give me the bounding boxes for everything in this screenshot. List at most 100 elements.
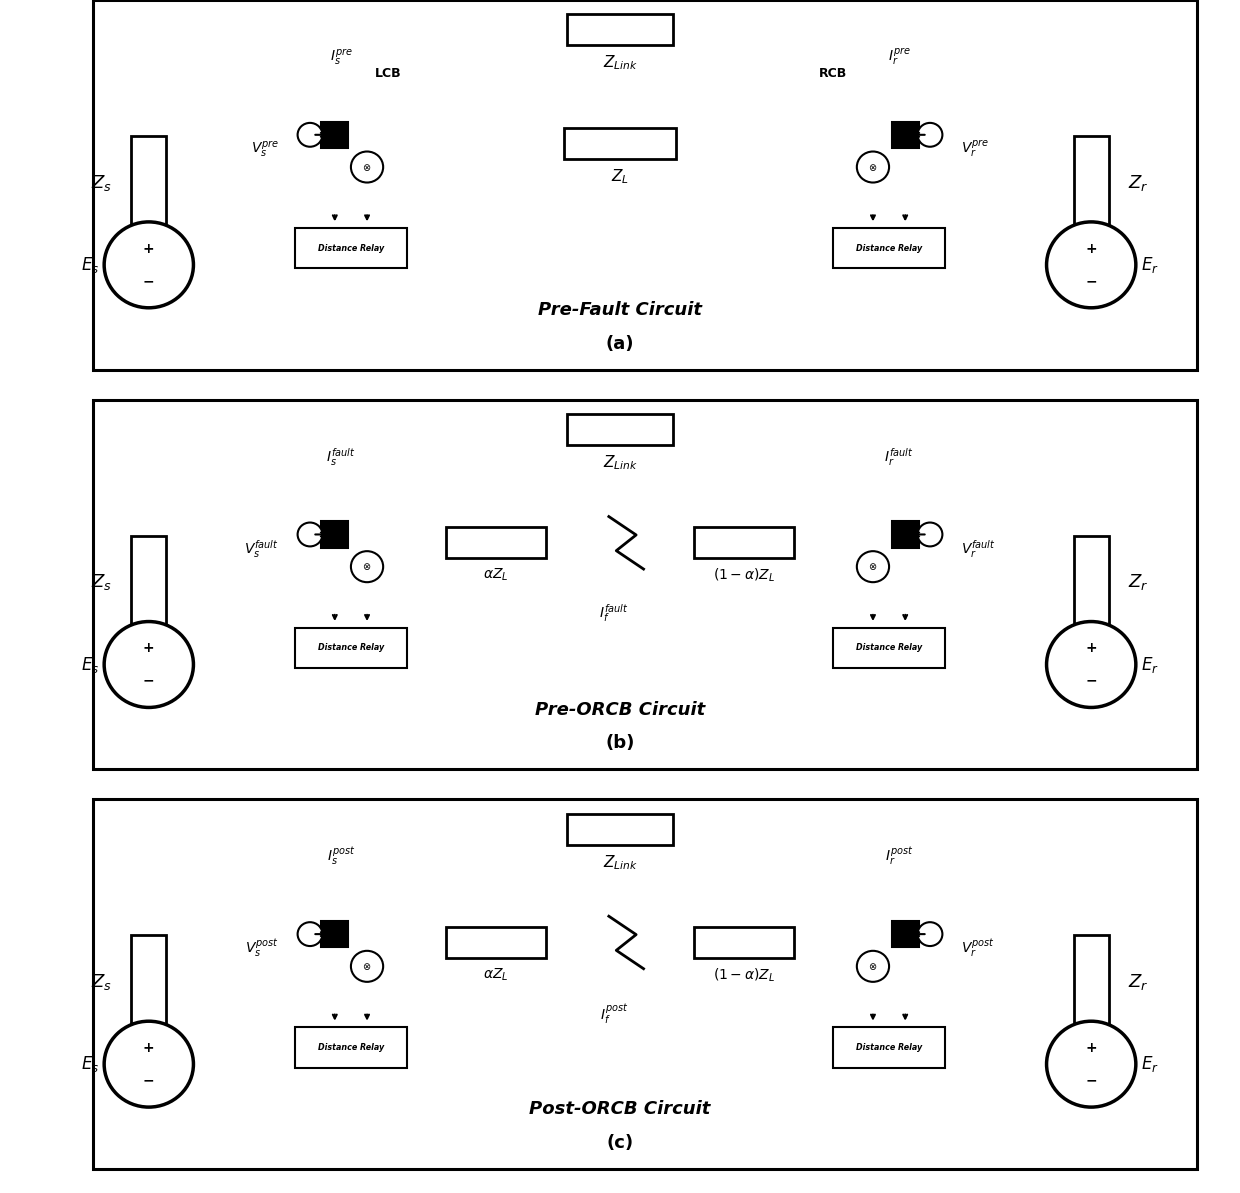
Text: Distance Relay: Distance Relay [317, 243, 384, 253]
Text: $E_r$: $E_r$ [1141, 655, 1158, 674]
Text: $\otimes$: $\otimes$ [868, 960, 878, 972]
Bar [446, 927, 546, 958]
Text: +: + [1085, 1040, 1097, 1055]
Circle shape [298, 123, 322, 147]
Text: $(1-\alpha)Z_L$: $(1-\alpha)Z_L$ [713, 966, 775, 984]
Circle shape [857, 951, 889, 982]
Text: +: + [143, 241, 155, 255]
Bar [568, 14, 672, 45]
Text: $\otimes$: $\otimes$ [362, 561, 372, 573]
Text: $E_s$: $E_s$ [81, 655, 99, 674]
Text: +: + [143, 641, 155, 655]
Bar [295, 228, 407, 268]
Text: $\alpha Z_L$: $\alpha Z_L$ [484, 567, 508, 583]
Bar [568, 814, 672, 845]
Circle shape [857, 551, 889, 582]
Text: $E_r$: $E_r$ [1141, 255, 1158, 274]
Text: $V_r^{post}$: $V_r^{post}$ [961, 938, 994, 959]
Circle shape [918, 123, 942, 147]
Text: RCB: RCB [818, 68, 847, 80]
Circle shape [918, 523, 942, 546]
Text: $Z_r$: $Z_r$ [1128, 173, 1149, 192]
Text: $\otimes$: $\otimes$ [868, 561, 878, 573]
Text: $Z_s$: $Z_s$ [91, 173, 112, 192]
Text: $\otimes$: $\otimes$ [362, 960, 372, 972]
Bar [446, 527, 546, 558]
Circle shape [857, 152, 889, 183]
Bar [131, 136, 166, 229]
Text: $Z_{Link}$: $Z_{Link}$ [603, 54, 637, 73]
Text: (a): (a) [606, 334, 634, 353]
Bar [833, 228, 945, 268]
Bar [833, 628, 945, 668]
Circle shape [1047, 222, 1136, 308]
Text: −: − [143, 274, 155, 289]
Bar [321, 921, 348, 947]
Bar [93, 0, 1197, 370]
Bar [1074, 136, 1109, 229]
Text: $V_r^{fault}$: $V_r^{fault}$ [961, 538, 996, 560]
Text: $Z_L$: $Z_L$ [611, 167, 629, 186]
Bar [892, 921, 919, 947]
Text: $\alpha Z_L$: $\alpha Z_L$ [484, 966, 508, 983]
Text: $Z_r$: $Z_r$ [1128, 972, 1149, 991]
Text: $Z_s$: $Z_s$ [91, 972, 112, 991]
Text: Distance Relay: Distance Relay [317, 643, 384, 653]
Bar [1074, 536, 1109, 629]
Bar [131, 935, 166, 1028]
Text: (b): (b) [605, 734, 635, 753]
Bar [694, 927, 794, 958]
Circle shape [104, 622, 193, 707]
Bar [1074, 935, 1109, 1028]
Circle shape [918, 922, 942, 946]
Text: $V_s^{post}$: $V_s^{post}$ [246, 938, 279, 959]
Text: Distance Relay: Distance Relay [856, 243, 923, 253]
Text: −: − [1085, 1074, 1097, 1088]
Text: $E_r$: $E_r$ [1141, 1055, 1158, 1074]
Text: $I_s^{fault}$: $I_s^{fault}$ [326, 446, 356, 468]
Text: $Z_s$: $Z_s$ [91, 573, 112, 592]
Text: Pre-Fault Circuit: Pre-Fault Circuit [538, 301, 702, 320]
Circle shape [104, 222, 193, 308]
Text: $Z_r$: $Z_r$ [1128, 573, 1149, 592]
Circle shape [1047, 1021, 1136, 1107]
Bar [131, 536, 166, 629]
Text: $I_r^{fault}$: $I_r^{fault}$ [884, 446, 914, 468]
Circle shape [104, 1021, 193, 1107]
Bar [564, 128, 676, 159]
Circle shape [298, 922, 322, 946]
Text: $I_f^{fault}$: $I_f^{fault}$ [599, 602, 629, 624]
Text: Distance Relay: Distance Relay [856, 643, 923, 653]
Text: (c): (c) [606, 1133, 634, 1152]
Bar [93, 799, 1197, 1169]
Bar [892, 122, 919, 148]
Bar [295, 1027, 407, 1068]
Text: $\otimes$: $\otimes$ [362, 161, 372, 173]
Text: +: + [1085, 241, 1097, 255]
Bar [568, 414, 672, 445]
Circle shape [351, 551, 383, 582]
Text: −: − [143, 1074, 155, 1088]
Text: $E_s$: $E_s$ [81, 1055, 99, 1074]
Text: Distance Relay: Distance Relay [856, 1043, 923, 1052]
Bar [321, 122, 348, 148]
Text: LCB: LCB [374, 68, 401, 80]
Text: $V_s^{fault}$: $V_s^{fault}$ [244, 538, 279, 560]
Text: $(1-\alpha)Z_L$: $(1-\alpha)Z_L$ [713, 567, 775, 585]
Circle shape [1047, 622, 1136, 707]
Text: −: − [1085, 274, 1097, 289]
Text: $I_r^{post}$: $I_r^{post}$ [885, 846, 913, 867]
Text: $Z_{Link}$: $Z_{Link}$ [603, 453, 637, 472]
Bar [892, 521, 919, 548]
Bar [321, 521, 348, 548]
Circle shape [298, 523, 322, 546]
Text: Distance Relay: Distance Relay [317, 1043, 384, 1052]
Text: $V_r^{pre}$: $V_r^{pre}$ [961, 138, 990, 160]
Text: $V_s^{pre}$: $V_s^{pre}$ [250, 140, 279, 159]
Text: $I_s^{pre}$: $I_s^{pre}$ [330, 48, 352, 67]
Text: −: − [1085, 674, 1097, 688]
Text: Post-ORCB Circuit: Post-ORCB Circuit [529, 1100, 711, 1119]
Text: $I_f^{post}$: $I_f^{post}$ [600, 1002, 627, 1026]
Text: $I_s^{post}$: $I_s^{post}$ [327, 846, 355, 867]
Text: $I_r^{pre}$: $I_r^{pre}$ [888, 47, 910, 68]
